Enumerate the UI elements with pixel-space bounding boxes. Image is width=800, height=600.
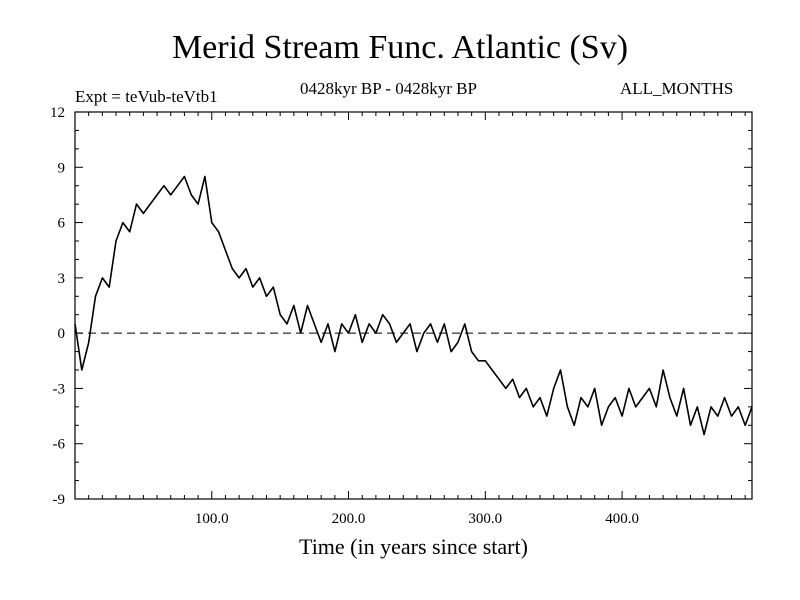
x-tick-label: 400.0 [605,511,639,527]
months-label: ALL_MONTHS [620,79,734,98]
y-tick-label: 3 [58,271,66,287]
chart-title: Merid Stream Func. Atlantic (Sv) [171,29,629,66]
x-tick-label: 200.0 [332,511,366,527]
plot-frame [74,111,753,500]
series-line [74,175,753,436]
x-tick-label: 300.0 [468,511,502,527]
period-label: 0428kyr BP - 0428kyr BP [300,79,477,98]
y-tick-label: 9 [58,160,66,176]
y-tick-label: -9 [53,492,66,508]
x-axis-label: Time (in years since start) [299,534,528,559]
y-tick-label: 6 [58,216,66,232]
y-tick-label: -3 [53,381,66,397]
x-tick-label: 100.0 [195,511,229,527]
y-tick-label: 12 [50,105,65,121]
expt-label: Expt = teVub-teVtb1 [75,87,218,106]
y-tick-label: 0 [58,326,66,342]
y-tick-label: -6 [53,437,66,453]
plot-area: 12 9 6 3 0 -3 -6 -9 100.0 200.0 300.0 400.0 Time (in… [50,105,753,559]
